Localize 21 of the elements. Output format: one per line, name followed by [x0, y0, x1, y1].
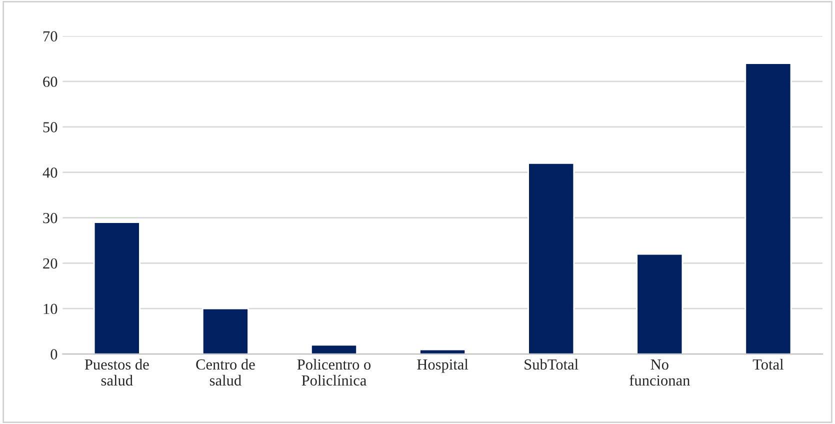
bar: [310, 344, 358, 354]
bar: [93, 222, 140, 354]
x-tick-label: Policentro o Policlínica: [297, 358, 371, 386]
y-tick-label: 20: [43, 258, 58, 269]
bar: [744, 62, 792, 354]
x-tick-label: Centro de salud: [196, 358, 255, 386]
x-tick-label: Total: [752, 358, 784, 370]
y-tick-label: 60: [43, 76, 58, 87]
x-tick-label: SubTotal: [524, 358, 578, 370]
y-tick-label: 70: [43, 31, 58, 42]
x-tick-label: Puestos de salud: [84, 358, 149, 386]
bar: [202, 308, 249, 354]
y-tick-label: 40: [42, 167, 58, 178]
y-tick-label: 30: [43, 212, 58, 224]
y-tick-label: 50: [43, 122, 58, 132]
x-tick-label: Hospital: [417, 358, 468, 373]
y-tick-label: 0: [50, 349, 58, 360]
bar: [636, 253, 684, 354]
y-tick-label: 10: [44, 304, 58, 314]
x-tick-label: No funcionan: [630, 360, 690, 386]
bar: [528, 162, 575, 354]
